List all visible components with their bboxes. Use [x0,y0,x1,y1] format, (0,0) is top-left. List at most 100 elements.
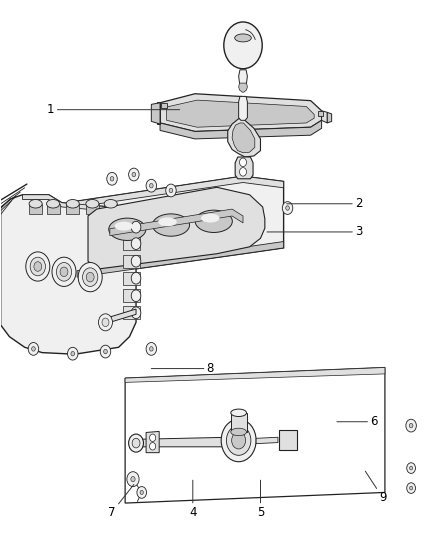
Circle shape [409,423,413,428]
Text: 7: 7 [108,484,134,519]
Text: 5: 5 [257,480,264,519]
Circle shape [67,348,78,360]
Circle shape [107,172,117,185]
Ellipse shape [131,307,141,319]
Polygon shape [123,221,141,233]
Ellipse shape [57,263,72,281]
Polygon shape [160,94,321,132]
Circle shape [410,486,413,490]
Polygon shape [327,112,332,123]
Polygon shape [123,272,141,285]
Polygon shape [279,430,297,450]
Polygon shape [77,241,284,277]
Polygon shape [123,237,141,250]
Polygon shape [318,111,323,116]
Circle shape [226,425,251,455]
Polygon shape [239,96,247,120]
Polygon shape [232,123,255,153]
Ellipse shape [30,257,46,276]
Polygon shape [77,176,284,207]
Ellipse shape [86,199,99,208]
Circle shape [146,343,156,356]
Text: 3: 3 [267,225,362,238]
Polygon shape [146,431,159,453]
Ellipse shape [158,217,177,227]
Circle shape [131,477,135,482]
Polygon shape [125,368,385,382]
Ellipse shape [231,428,247,435]
Polygon shape [125,368,385,503]
Polygon shape [161,103,166,108]
Circle shape [71,351,74,356]
Ellipse shape [131,272,141,284]
Polygon shape [256,437,278,443]
Polygon shape [88,187,265,269]
Polygon shape [110,209,243,236]
Polygon shape [77,176,284,277]
Polygon shape [166,100,314,127]
Circle shape [232,432,246,449]
Circle shape [99,314,113,331]
Polygon shape [46,204,60,214]
Circle shape [406,419,417,432]
Circle shape [132,438,140,448]
Ellipse shape [86,272,94,282]
Polygon shape [1,195,136,354]
Circle shape [283,201,293,214]
Polygon shape [321,111,327,123]
Circle shape [150,434,155,441]
Circle shape [240,158,247,166]
Text: 1: 1 [47,103,180,116]
Ellipse shape [201,214,219,223]
Ellipse shape [195,210,232,232]
Ellipse shape [235,34,251,42]
Polygon shape [66,204,79,214]
Circle shape [127,472,139,487]
Ellipse shape [109,218,146,240]
Circle shape [221,419,256,462]
Circle shape [110,176,114,181]
Text: 2: 2 [287,197,363,211]
Circle shape [100,345,111,358]
Polygon shape [123,289,141,302]
Circle shape [149,183,153,188]
Ellipse shape [78,263,102,292]
Circle shape [146,179,156,192]
Polygon shape [86,204,99,214]
Polygon shape [239,83,247,92]
Ellipse shape [131,221,141,233]
Ellipse shape [82,268,98,286]
Polygon shape [157,102,160,124]
Circle shape [140,490,143,495]
Polygon shape [101,309,136,325]
Circle shape [137,487,147,498]
Ellipse shape [46,199,60,208]
Polygon shape [228,119,261,157]
Text: 9: 9 [365,471,386,504]
Ellipse shape [115,222,133,231]
Ellipse shape [104,199,117,208]
Circle shape [410,466,413,470]
Circle shape [102,318,109,327]
Ellipse shape [60,267,68,277]
Circle shape [240,167,247,176]
Ellipse shape [152,214,190,236]
Polygon shape [123,255,141,268]
Polygon shape [22,195,121,219]
Text: 4: 4 [189,480,197,519]
Circle shape [224,22,262,69]
Circle shape [166,184,176,197]
Ellipse shape [131,290,141,302]
Circle shape [150,442,155,450]
Circle shape [407,463,416,473]
Text: 6: 6 [337,415,378,428]
Circle shape [129,434,144,452]
Ellipse shape [131,238,141,249]
Polygon shape [239,70,247,86]
Circle shape [28,343,39,356]
Circle shape [407,483,416,494]
Ellipse shape [131,255,141,267]
Polygon shape [104,204,117,214]
Circle shape [32,346,35,351]
Ellipse shape [34,262,42,271]
